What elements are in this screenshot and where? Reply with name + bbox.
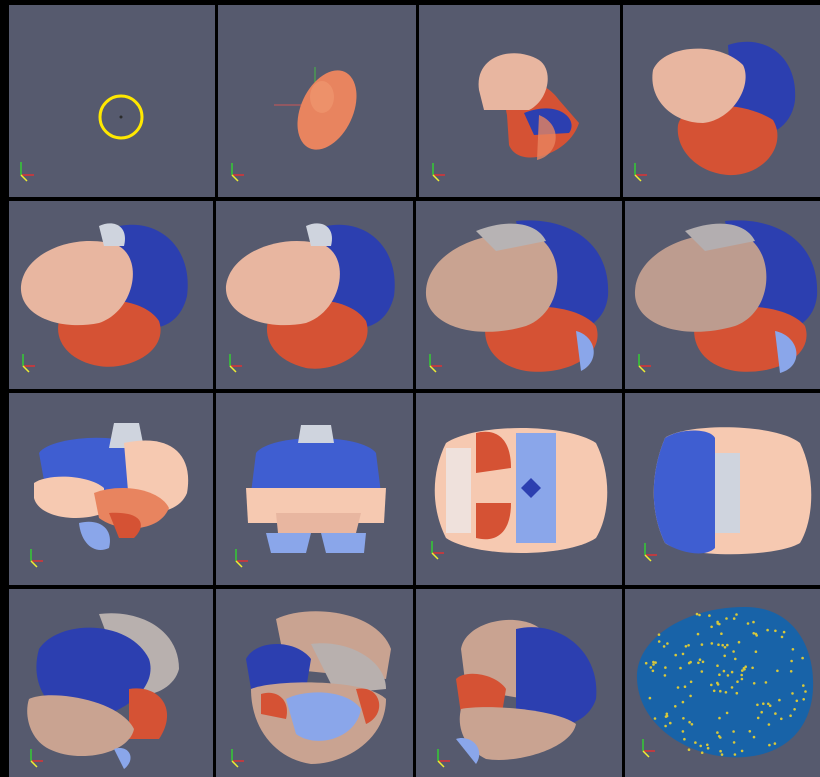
axes-triad-icon — [235, 549, 248, 568]
axes-triad-icon — [20, 162, 34, 182]
viewport-r3c2[interactable] — [216, 393, 413, 585]
axes-triad-icon — [432, 163, 445, 182]
viewport-r1c4[interactable] — [623, 5, 820, 197]
viewport-r3c1[interactable] — [9, 393, 213, 585]
viewport-r2c2[interactable] — [216, 201, 413, 389]
render-growing-clusters — [432, 53, 579, 182]
axes-triad-icon — [231, 749, 244, 768]
viewport-r2c3[interactable] — [416, 201, 622, 389]
selection-ring-icon — [98, 94, 144, 140]
render-flat-front-view — [235, 425, 386, 568]
render-brain-partial — [225, 223, 395, 373]
render-brain-rotated — [231, 611, 391, 768]
viewport-r4c3[interactable] — [416, 589, 622, 777]
render-brain-partial — [20, 223, 188, 373]
render-growing-clusters — [634, 41, 796, 182]
viewport-r1c1[interactable] — [9, 5, 215, 197]
render-brain-full — [425, 220, 609, 373]
render-flat-top-view — [644, 427, 812, 562]
viewport-r4c2[interactable] — [216, 589, 413, 777]
render-origin-marker — [20, 94, 144, 182]
viewport-r3c4[interactable] — [625, 393, 820, 585]
viewport-r1c3[interactable] — [419, 5, 620, 197]
axes-triad-icon — [634, 163, 647, 182]
viewport-r4c4[interactable] — [625, 589, 820, 777]
render-flat-side-view — [30, 423, 189, 568]
viewport-r4c1[interactable] — [9, 589, 213, 777]
axes-triad-icon — [30, 549, 43, 568]
axes-triad-icon — [231, 163, 244, 182]
axes-triad-icon — [229, 354, 242, 373]
axes-triad-icon — [638, 354, 651, 373]
axes-triad-icon — [644, 543, 657, 562]
axes-triad-icon — [431, 541, 444, 560]
viewport-r2c1[interactable] — [9, 201, 213, 389]
axes-triad-icon — [437, 749, 450, 768]
axes-triad-icon — [30, 749, 43, 768]
axes-triad-icon — [22, 354, 35, 373]
axes-triad-icon — [429, 354, 442, 373]
viewport-r2c4[interactable] — [625, 201, 820, 389]
viewport-r3c3[interactable] — [416, 393, 622, 585]
surface-points — [644, 612, 807, 756]
viewport-r1c2[interactable] — [218, 5, 416, 197]
render-brain-rotated — [27, 613, 179, 769]
render-single-ellipsoid — [231, 67, 357, 182]
render-brain-full — [634, 220, 818, 373]
axes-triad-icon — [642, 739, 655, 758]
render-flat-bottom-view — [431, 428, 608, 560]
render-brain-points — [636, 607, 814, 758]
render-brain-rotated — [437, 619, 597, 768]
